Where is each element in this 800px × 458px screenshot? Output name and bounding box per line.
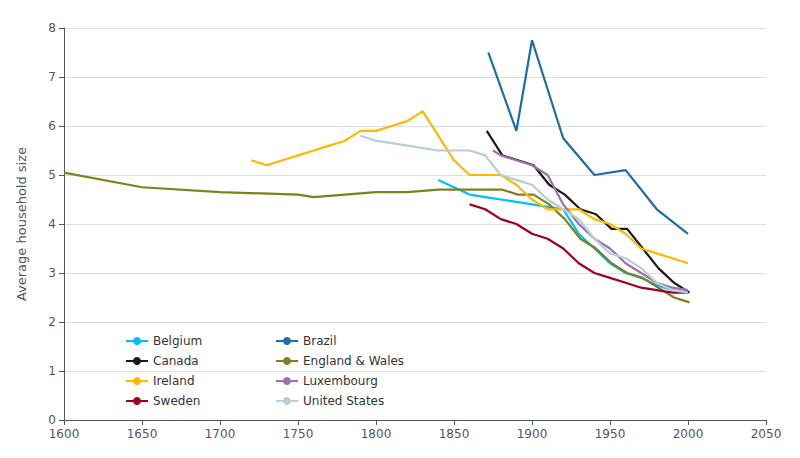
svg-text:1600: 1600 bbox=[49, 427, 80, 441]
svg-text:1650: 1650 bbox=[127, 427, 158, 441]
svg-text:Canada: Canada bbox=[153, 354, 199, 368]
svg-text:4: 4 bbox=[48, 217, 56, 231]
svg-text:3: 3 bbox=[48, 266, 56, 280]
svg-text:7: 7 bbox=[48, 70, 56, 84]
svg-text:England & Wales: England & Wales bbox=[303, 354, 404, 368]
svg-text:1900: 1900 bbox=[517, 427, 548, 441]
svg-text:5: 5 bbox=[48, 168, 56, 182]
svg-text:Luxembourg: Luxembourg bbox=[303, 374, 378, 388]
svg-text:2: 2 bbox=[48, 315, 56, 329]
svg-text:1850: 1850 bbox=[439, 427, 470, 441]
svg-text:1700: 1700 bbox=[205, 427, 236, 441]
svg-text:2000: 2000 bbox=[673, 427, 704, 441]
svg-text:2050: 2050 bbox=[751, 427, 782, 441]
svg-text:8: 8 bbox=[48, 21, 56, 35]
svg-text:6: 6 bbox=[48, 119, 56, 133]
svg-text:Belgium: Belgium bbox=[153, 334, 202, 348]
svg-text:Ireland: Ireland bbox=[153, 374, 195, 388]
svg-text:0: 0 bbox=[48, 413, 56, 427]
svg-text:Brazil: Brazil bbox=[303, 334, 337, 348]
svg-text:Sweden: Sweden bbox=[153, 394, 200, 408]
svg-text:1750: 1750 bbox=[283, 427, 314, 441]
svg-text:United States: United States bbox=[303, 394, 384, 408]
svg-text:1: 1 bbox=[48, 364, 56, 378]
svg-text:1950: 1950 bbox=[595, 427, 626, 441]
svg-text:Average household size: Average household size bbox=[14, 147, 29, 301]
svg-text:1800: 1800 bbox=[361, 427, 392, 441]
